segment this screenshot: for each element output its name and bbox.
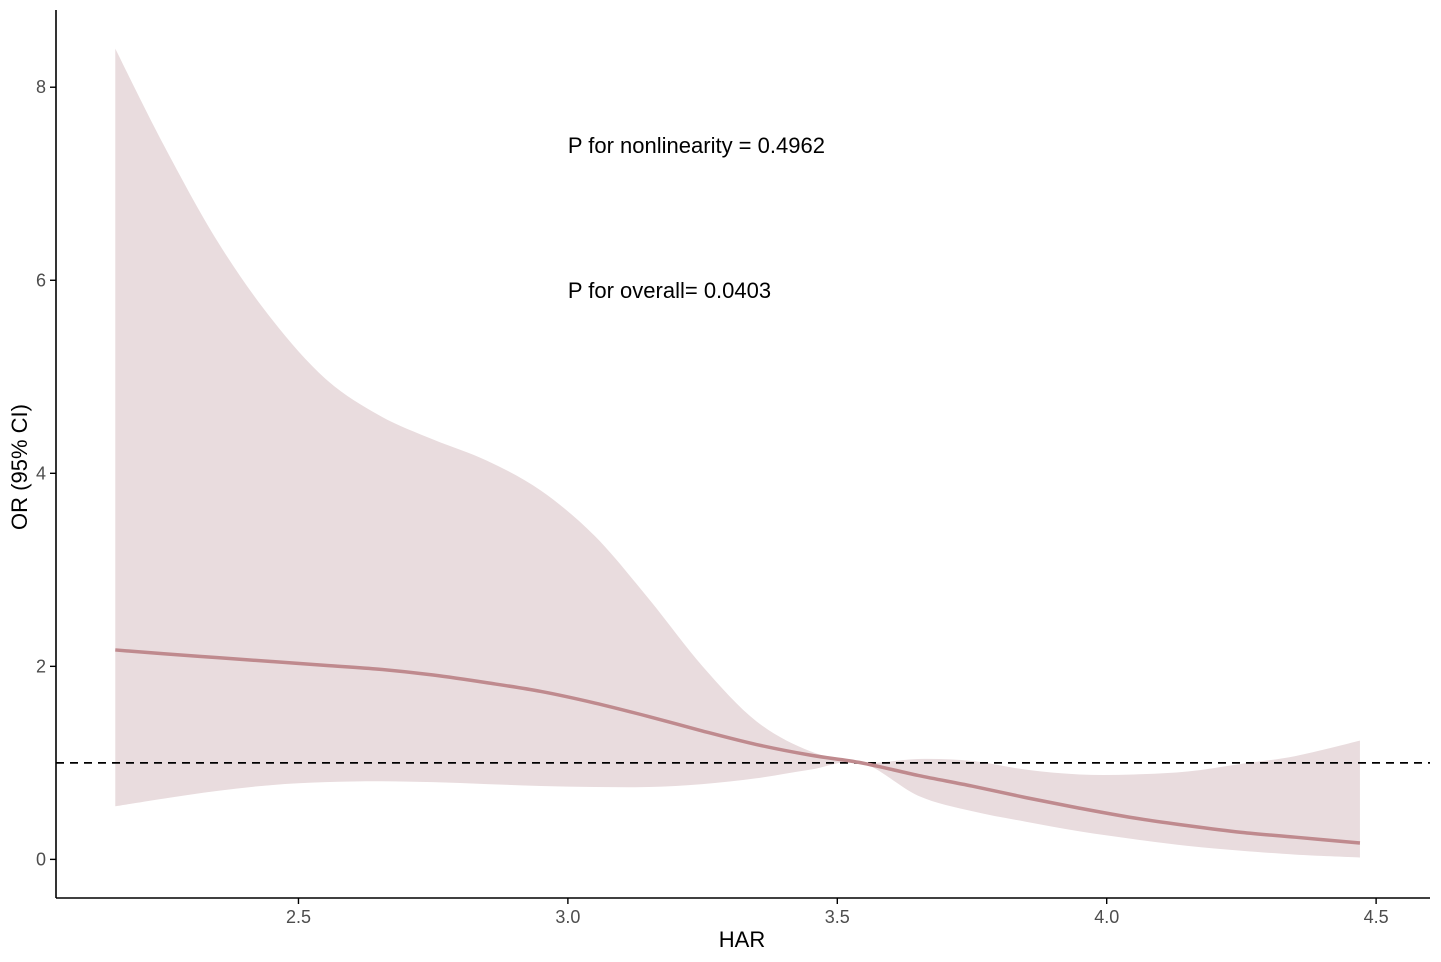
or-estimate-line	[115, 648, 1361, 845]
y-ticks: 0 2 4 6 8	[36, 77, 56, 869]
p-value-annotation: P for overall= 0.0403	[568, 278, 771, 303]
y-tick-label: 6	[36, 270, 46, 290]
x-ticks: 2.5 3.0 3.5 4.0 4.5	[286, 898, 1389, 927]
plot-area	[56, 48, 1430, 858]
y-tick-label: 0	[36, 849, 46, 869]
x-tick-label: 3.5	[825, 907, 850, 927]
axes: 0 2 4 6 8 2.5 3.0 3.5 4.0 4.5	[36, 10, 1430, 927]
x-tick-label: 4.5	[1364, 907, 1389, 927]
x-tick-label: 3.0	[555, 907, 580, 927]
y-tick-label: 4	[36, 463, 46, 483]
confidence-band	[115, 48, 1360, 858]
y-axis-title: OR (95% CI)	[7, 404, 32, 530]
x-axis-title: HAR	[719, 927, 765, 952]
x-tick-label: 2.5	[286, 907, 311, 927]
annotations: P for nonlinearity = 0.4962 P for overall…	[568, 133, 825, 303]
y-tick-label: 2	[36, 656, 46, 676]
p-value-annotation: P for nonlinearity = 0.4962	[568, 133, 825, 158]
x-tick-label: 4.0	[1094, 907, 1119, 927]
y-tick-label: 8	[36, 77, 46, 97]
